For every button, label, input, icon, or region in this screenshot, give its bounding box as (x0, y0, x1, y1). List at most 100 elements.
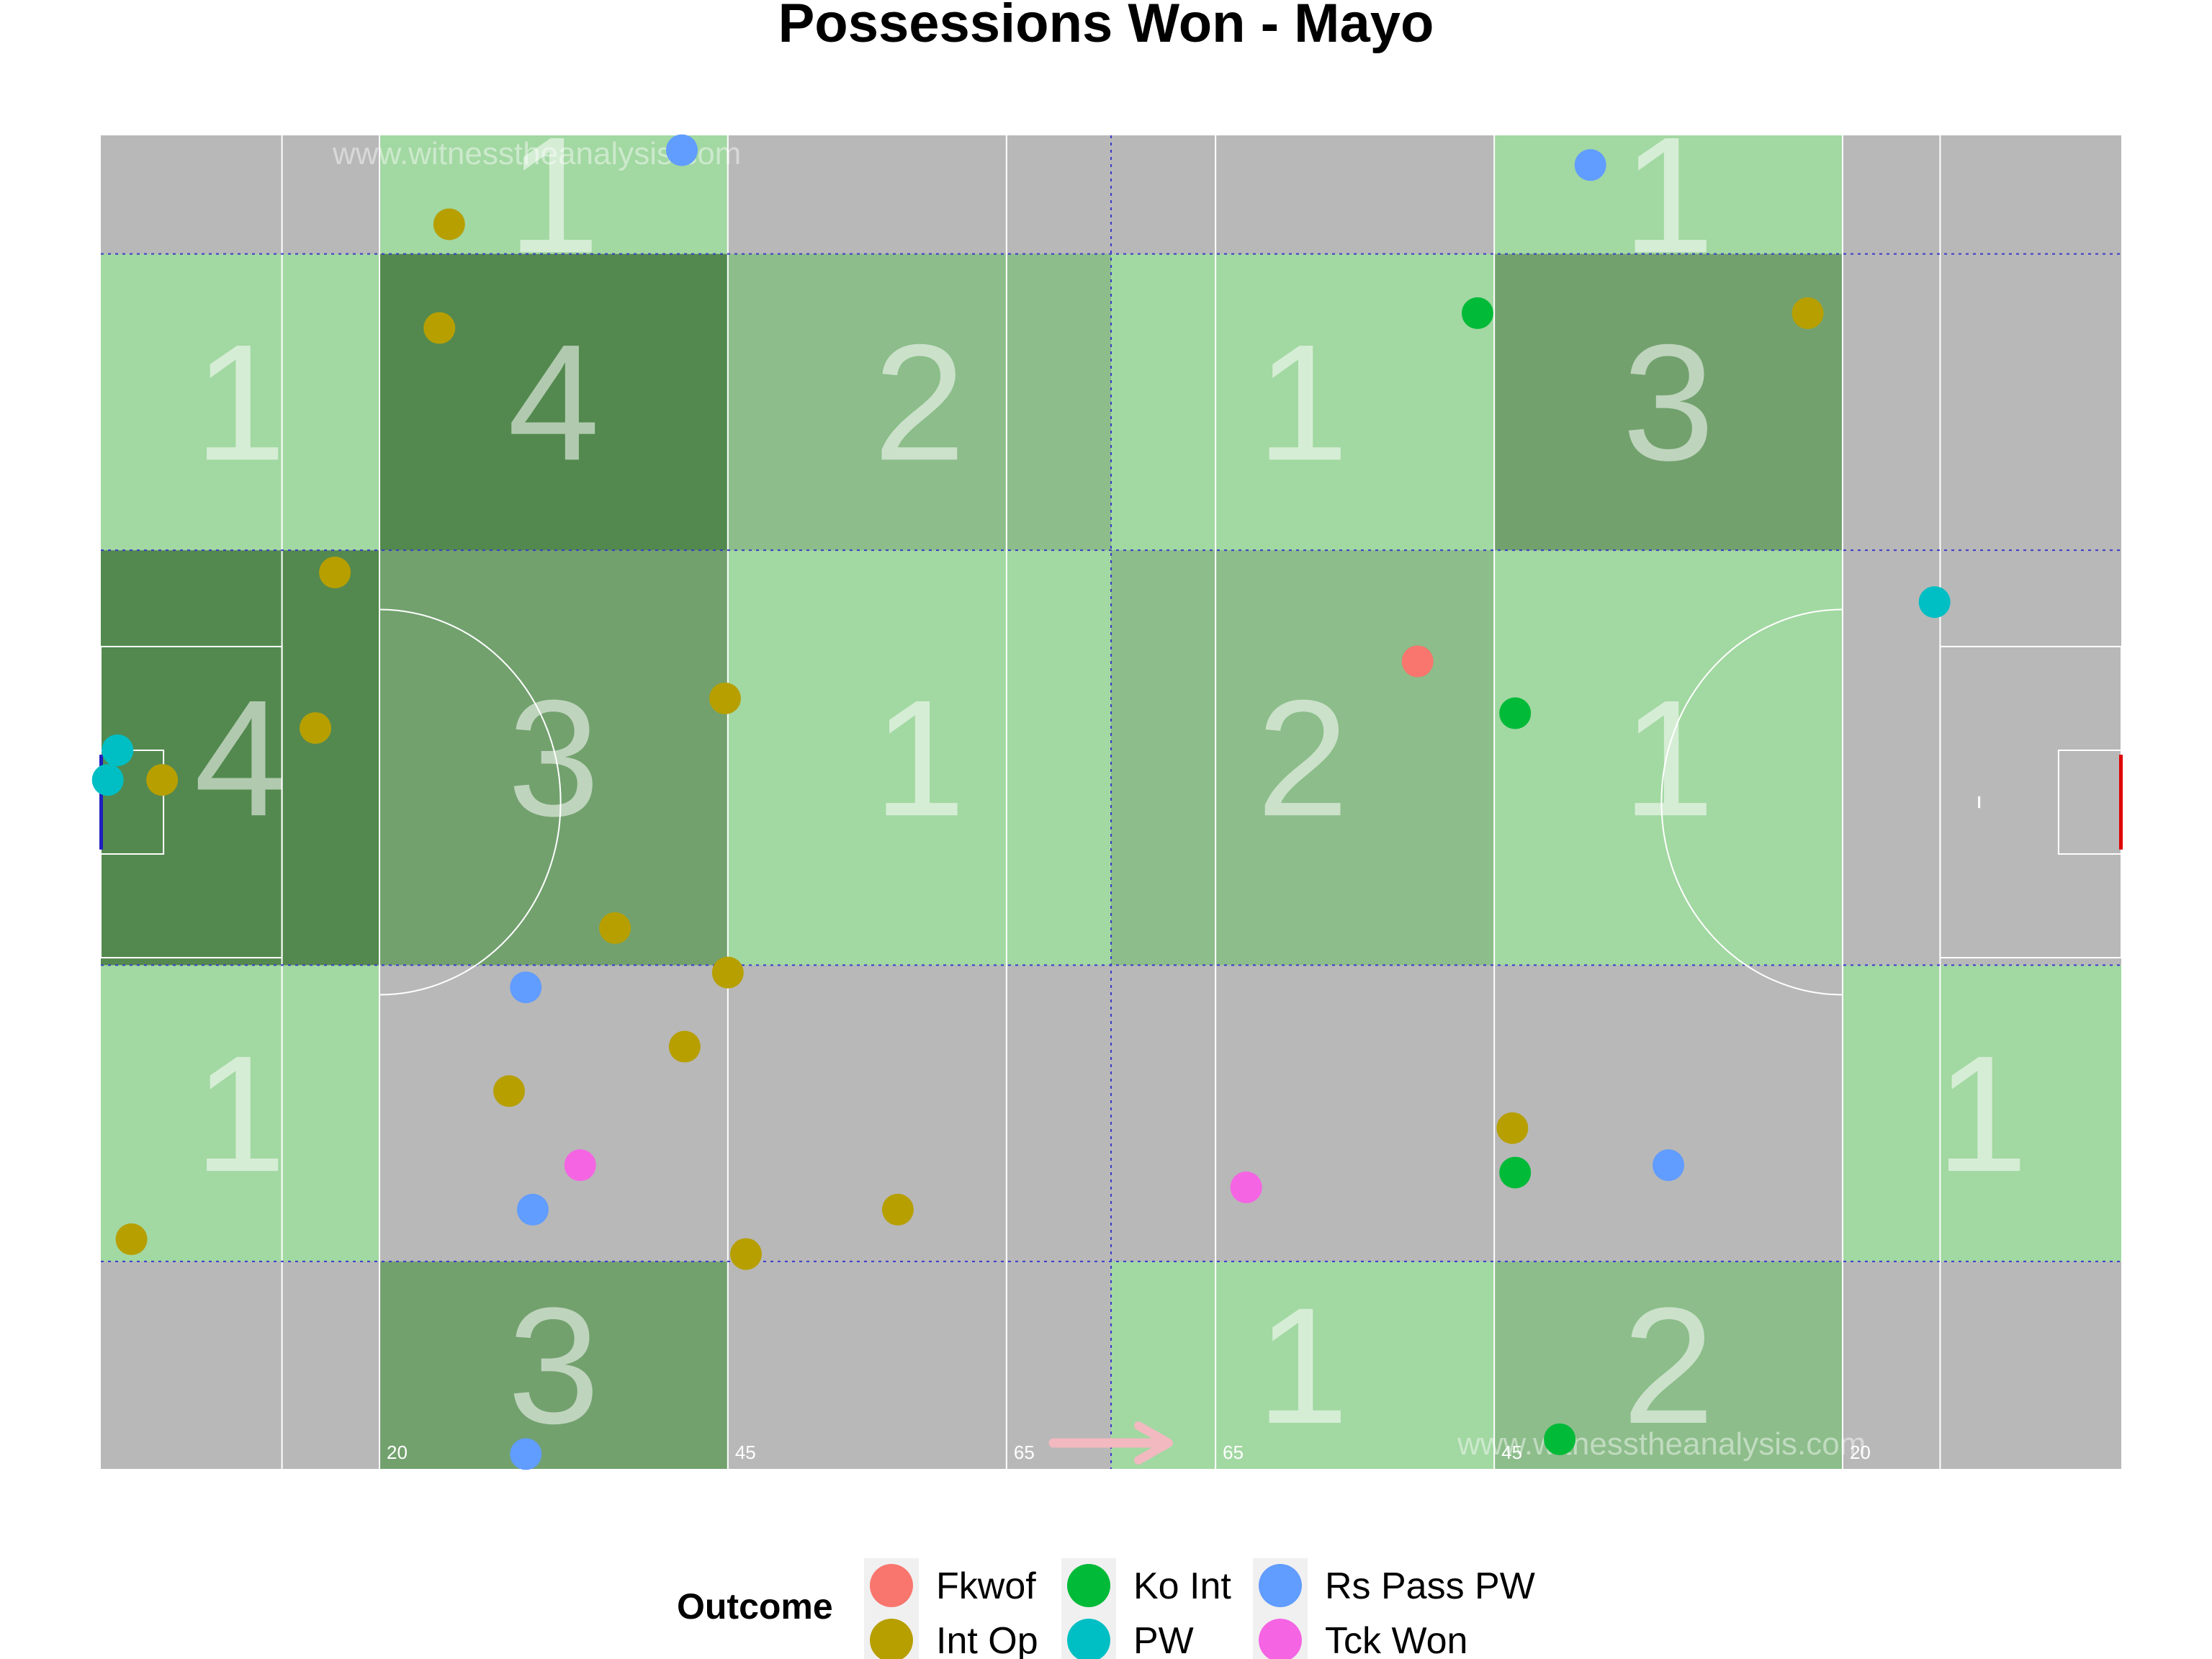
zone-cell (727, 135, 1111, 254)
data-point (510, 971, 542, 1004)
zone-cell (1842, 253, 2121, 551)
zone-cell (1842, 135, 2121, 254)
distance-label: 20 (387, 1442, 408, 1463)
legend-entries: Fkwof Int Op Ko Int PW Rs Pass PW Tck Won (864, 1558, 1535, 1659)
zone-cell (1111, 550, 1495, 966)
legend-entry-label: Ko Int (1133, 1565, 1231, 1607)
watermark: www.witnesstheanalysis.com (1457, 1426, 1866, 1462)
legend-entry-label: Tck Won (1325, 1620, 1467, 1659)
distance-label: 65 (1014, 1442, 1035, 1463)
zone-cell (1842, 550, 2121, 966)
data-point (146, 764, 179, 796)
pitch: 1 4 1 3 3 4 1 1 2 1 2 1 2 1 3 1 1 20 45 65 65 45 20 www.witne… (91, 102, 2123, 1470)
zone-grid: 1 4 1 3 3 4 1 1 2 1 2 1 2 1 3 1 1 (101, 102, 2121, 1469)
right-goal (2119, 755, 2123, 850)
zone-cell (1494, 965, 1843, 1262)
data-point (1499, 697, 1532, 729)
data-point (665, 134, 698, 166)
zone-count-label: 4 (508, 310, 600, 495)
data-point (300, 712, 332, 745)
direction-arrow-head (1134, 1421, 1173, 1465)
watermarks: www.witnesstheanalysis.comwww.witnessthe… (332, 136, 1866, 1462)
data-point (668, 1030, 701, 1063)
zone-count-label: 1 (1256, 1273, 1349, 1458)
zone-count-label: 1 (1622, 102, 1714, 287)
data-point (711, 956, 744, 989)
left-goal (99, 755, 103, 850)
zone-cell (1111, 253, 1495, 551)
data-point (102, 734, 134, 766)
zone-cell (727, 965, 1111, 1262)
zone-count-label: 2 (873, 310, 966, 495)
zone-cell (379, 1261, 728, 1469)
legend-swatch (1259, 1564, 1302, 1607)
data-point (516, 1193, 549, 1226)
data-points (91, 134, 1951, 1470)
data-point (1461, 297, 1493, 329)
zone-cell (1842, 1261, 2121, 1469)
legend-title: Outcome (677, 1586, 833, 1627)
distance-label: 45 (1501, 1442, 1522, 1463)
legend: Outcome Fkwof Int Op Ko Int PW Rs Pass PW Tck… (677, 1558, 1535, 1659)
zone-count-label: 1 (1936, 1021, 2028, 1206)
data-point (1918, 586, 1951, 619)
legend-entry-label: PW (1133, 1620, 1194, 1659)
zone-count-label: 1 (1256, 310, 1349, 495)
zone-cell (101, 253, 380, 551)
data-point (423, 312, 456, 344)
data-point (493, 1075, 526, 1107)
data-point (433, 208, 465, 240)
data-point (1791, 297, 1824, 329)
legend-swatch (870, 1619, 913, 1659)
zone-count-label: 2 (1256, 665, 1349, 850)
zone-cell (101, 135, 380, 254)
data-point (91, 764, 124, 796)
zone-cell (1842, 965, 2121, 1262)
data-point (1401, 645, 1434, 678)
distance-labels: 20 45 65 65 45 20 (387, 1421, 1871, 1465)
zone-count-label: 1 (873, 665, 966, 850)
chart-title: Possessions Won - Mayo (778, 0, 1434, 54)
pitch-markings (99, 135, 2123, 1469)
zone-cell (727, 1261, 1111, 1469)
zone-cell (101, 550, 380, 966)
zone-cell (727, 253, 1111, 551)
zone-count-label: 1 (1622, 665, 1714, 850)
data-point (709, 682, 741, 714)
zone-count-label: 3 (508, 1273, 600, 1458)
data-point (1574, 149, 1606, 181)
zone-count-label: 1 (194, 1021, 287, 1206)
data-point (319, 557, 351, 589)
zone-count-label: 4 (194, 665, 287, 850)
zone-count-label: 3 (508, 665, 600, 850)
distance-label: 20 (1850, 1442, 1871, 1463)
zone-cell (1111, 1261, 1495, 1469)
data-point (729, 1238, 762, 1270)
legend-swatch (870, 1564, 913, 1607)
data-point (881, 1193, 914, 1226)
semicircle-arc (1660, 608, 1843, 996)
data-point (564, 1149, 596, 1182)
zone-cell (101, 965, 380, 1262)
legend-entry-label: Int Op (936, 1620, 1038, 1659)
zone-cell (1111, 965, 1495, 1262)
data-point (1496, 1112, 1529, 1144)
zone-cell (1111, 135, 1495, 254)
zone-cell (379, 965, 728, 1262)
zone-cell (1494, 135, 1843, 254)
zone-count-label: 2 (1622, 1273, 1714, 1458)
zone-count-label: 3 (1622, 310, 1714, 495)
data-point (1230, 1172, 1262, 1204)
data-point (1544, 1423, 1576, 1455)
zone-count-label: 1 (508, 102, 600, 287)
legend-entry-label: Fkwof (936, 1565, 1036, 1607)
zone-cell (101, 1261, 380, 1469)
legend-swatch (1067, 1619, 1110, 1659)
semicircle-arc (379, 608, 562, 996)
legend-swatch (1259, 1619, 1302, 1659)
data-point (599, 912, 631, 944)
data-point (510, 1438, 542, 1470)
distance-label: 65 (1223, 1442, 1244, 1463)
data-point (115, 1223, 148, 1256)
